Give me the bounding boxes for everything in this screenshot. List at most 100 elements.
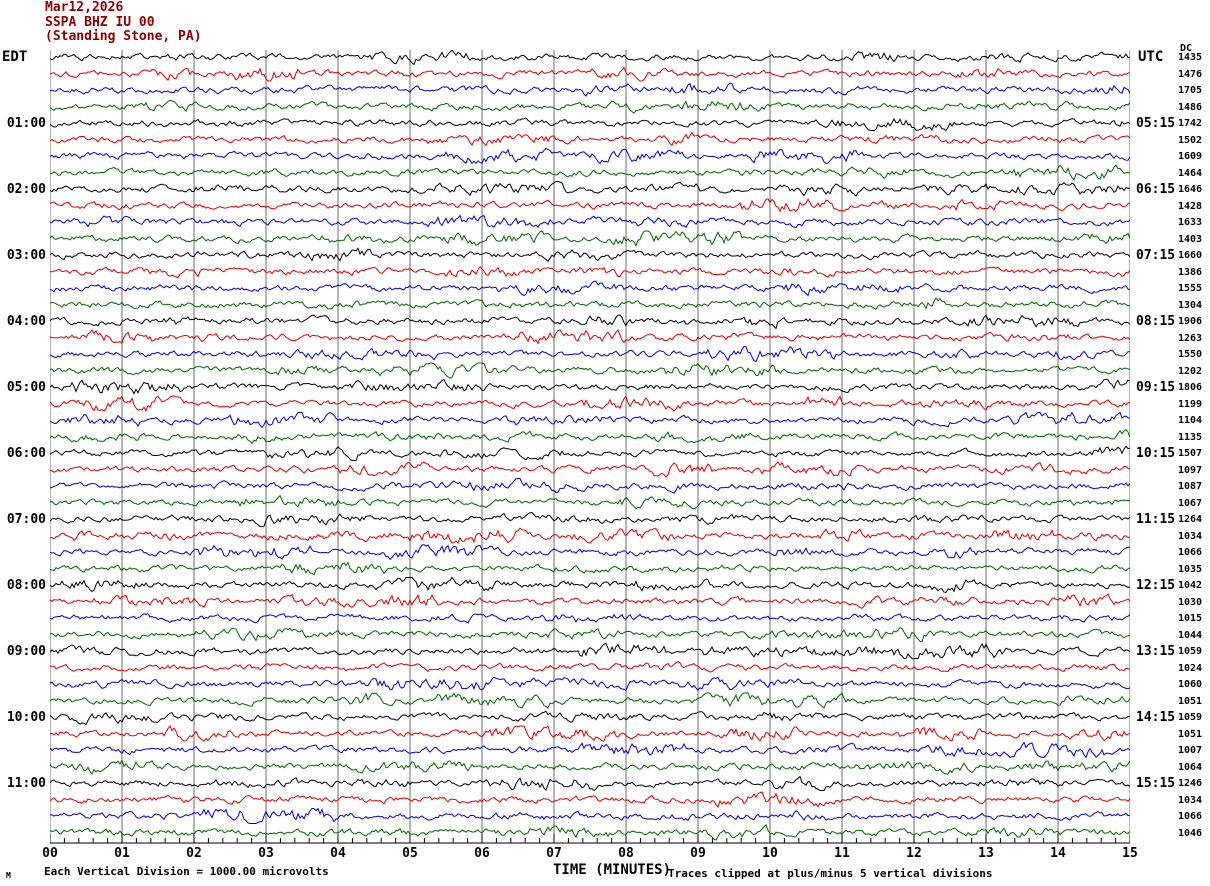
seismogram-trace <box>50 775 1130 792</box>
dc-offset-value: 1464 <box>1178 167 1203 179</box>
dc-offset-value: 1550 <box>1178 349 1203 360</box>
dc-offset-value: 1060 <box>1178 679 1203 690</box>
dc-offset-value: 1906 <box>1178 316 1203 327</box>
seismogram-trace <box>50 280 1130 297</box>
left-hour-label: 09:00 <box>6 644 46 659</box>
seismogram-trace <box>50 725 1130 742</box>
seismogram-trace <box>50 807 1130 824</box>
dc-offset-value: 1042 <box>1178 580 1203 591</box>
left-hour-label: 05:00 <box>6 380 46 395</box>
dc-offset-value: 1502 <box>1178 134 1203 146</box>
dc-column-header: DC <box>1180 43 1193 54</box>
left-hour-label: 06:00 <box>6 446 46 461</box>
seismogram-trace <box>50 478 1130 494</box>
dc-offset-value: 1435 <box>1178 52 1203 63</box>
seismogram-plot <box>50 50 1130 844</box>
left-hour-label: 01:00 <box>6 116 46 131</box>
seismogram-trace <box>50 362 1130 379</box>
dc-offset-value: 1476 <box>1178 68 1203 80</box>
dc-offset-value: 1633 <box>1178 217 1203 228</box>
seismogram-trace <box>50 527 1130 544</box>
dc-offset-value: 1059 <box>1178 646 1203 657</box>
seismogram-trace <box>50 613 1130 624</box>
dc-offset-value: 1051 <box>1178 728 1203 740</box>
seismogram-trace <box>50 314 1130 330</box>
dc-offset-value: 1555 <box>1178 283 1203 294</box>
dc-offset-value: 1199 <box>1178 398 1203 410</box>
dc-offset-value: 1263 <box>1178 332 1203 344</box>
seismogram-trace <box>50 147 1130 165</box>
seismogram-trace <box>50 676 1130 692</box>
seismogram-trace <box>50 230 1130 247</box>
dc-offset-value: 1046 <box>1178 827 1203 839</box>
dc-offset-value: 1024 <box>1178 662 1203 674</box>
right-utc-label: 06:15 <box>1136 182 1176 197</box>
seismogram-trace <box>50 66 1130 82</box>
dc-offset-value: 1104 <box>1178 415 1203 426</box>
x-tick-label: 00 <box>42 846 58 861</box>
dc-offset-value: 1097 <box>1178 464 1203 476</box>
seismogram-trace <box>50 791 1130 808</box>
seismogram-trace <box>50 117 1130 132</box>
seismogram-trace <box>50 82 1130 97</box>
dc-offset-value: 1007 <box>1178 745 1203 756</box>
right-utc-label: 10:15 <box>1136 446 1176 461</box>
seismogram-trace <box>50 429 1130 445</box>
x-tick-label: 14 <box>1050 846 1066 861</box>
seismogram-trace <box>50 395 1130 412</box>
seismogram-trace <box>50 50 1130 66</box>
dc-offset-value: 1034 <box>1178 530 1203 542</box>
seismogram-trace <box>50 131 1130 147</box>
seismogram-trace <box>50 692 1130 709</box>
title-date: Mar12,2026 <box>45 0 124 15</box>
plot-title: Mar12,2026 SSPA BHZ IU 00 (Standing Ston… <box>45 0 202 45</box>
x-tick-label: 02 <box>186 846 202 861</box>
x-tick-label: 09 <box>690 846 706 861</box>
x-tick-label: 11 <box>834 846 850 861</box>
seismogram-trace <box>50 445 1130 461</box>
dc-offset-value: 1507 <box>1178 448 1203 459</box>
dc-offset-value: 1066 <box>1178 811 1203 822</box>
seismogram-trace <box>50 661 1130 673</box>
dc-offset-value: 1742 <box>1178 118 1203 129</box>
x-tick-label: 12 <box>906 846 922 861</box>
clipping-note: Traces clipped at plus/minus 5 vertical … <box>668 867 993 880</box>
left-hour-label: 03:00 <box>6 248 46 263</box>
x-tick-label: 13 <box>978 846 994 861</box>
right-utc-label: 11:15 <box>1136 512 1176 527</box>
seismogram-trace <box>50 329 1130 345</box>
seismogram-trace <box>50 266 1130 279</box>
dc-offset-value: 1609 <box>1178 151 1203 162</box>
dc-offset-value: 1087 <box>1178 481 1203 492</box>
x-tick-label: 08 <box>618 846 634 861</box>
title-location: (Standing Stone, PA) <box>45 29 202 44</box>
seismogram-trace <box>50 741 1130 759</box>
seismogram-trace <box>50 824 1130 841</box>
left-hour-label: 04:00 <box>6 314 46 329</box>
seismogram-trace <box>50 378 1130 395</box>
left-hour-label: 02:00 <box>6 182 46 197</box>
left-hour-label: 11:00 <box>6 776 46 791</box>
title-station: SSPA BHZ IU 00 <box>45 14 155 30</box>
dc-offset-value: 1066 <box>1178 547 1203 558</box>
seismogram-trace <box>50 164 1130 182</box>
seismogram-trace <box>50 494 1130 510</box>
x-tick-label: 05 <box>402 846 418 861</box>
right-utc-label: 05:15 <box>1136 116 1176 131</box>
seismogram-trace <box>50 626 1130 643</box>
seismogram-trace <box>50 461 1130 478</box>
dc-offset-value: 1135 <box>1178 431 1203 443</box>
x-tick-label: 01 <box>114 846 130 861</box>
x-tick-label: 07 <box>546 846 562 861</box>
seismogram-trace <box>50 561 1130 576</box>
dc-offset-value: 1051 <box>1178 695 1203 707</box>
left-hour-label: 08:00 <box>6 578 46 593</box>
seismogram-trace <box>50 411 1130 429</box>
right-utc-label: 13:15 <box>1136 644 1176 659</box>
seismogram-trace <box>50 593 1130 609</box>
dc-offset-value: 1304 <box>1178 299 1203 311</box>
dc-offset-value: 1486 <box>1178 101 1203 113</box>
seismogram-trace <box>50 642 1130 659</box>
dc-offset-value: 1705 <box>1178 85 1203 96</box>
